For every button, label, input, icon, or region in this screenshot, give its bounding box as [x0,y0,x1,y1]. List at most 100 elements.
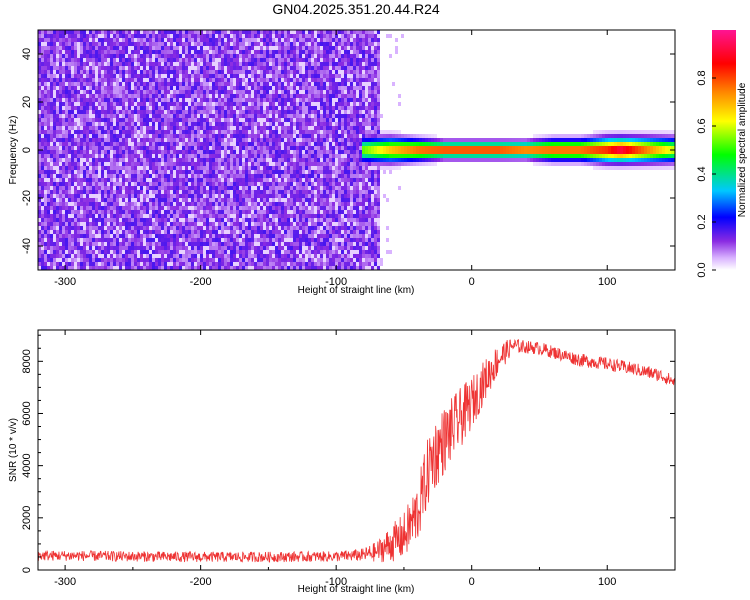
heatmap-cell [140,258,143,262]
heatmap-cell [230,50,233,54]
heatmap-cell [239,34,242,38]
heatmap-cell [194,138,197,142]
heatmap-cell [38,218,41,222]
heatmap-cell [269,166,272,170]
heatmap-cell [62,262,65,266]
heatmap-cell [65,130,68,134]
heatmap-cell [245,186,248,190]
heatmap-cell [116,122,119,126]
heatmap-cell [158,30,161,34]
heatmap-cell [272,34,275,38]
heatmap-cell [89,110,92,114]
heatmap-cell [242,178,245,182]
heatmap-cell [137,206,140,210]
heatmap-cell [170,234,173,238]
heatmap-cell [56,70,59,74]
heatmap-cell [278,58,281,62]
heatmap-cell [269,86,272,90]
heatmap-cell [224,46,227,50]
heatmap-cell [287,66,290,70]
heatmap-cell [239,166,242,170]
heatmap-cell [53,50,56,54]
heatmap-cell [254,102,257,106]
heatmap-cell [236,106,239,110]
heatmap-cell [44,90,47,94]
heatmap-cell [89,118,92,122]
heatmap-cell [275,158,278,162]
heatmap-cell [98,146,101,150]
heatmap-cell [245,130,248,134]
heatmap-cell [248,118,251,122]
heatmap-cell [146,182,149,186]
heatmap-cell [107,134,110,138]
heatmap-cell [125,230,128,234]
heatmap-cell [101,106,104,110]
heatmap-cell [266,146,269,150]
heatmap-cell [161,94,164,98]
heatmap-cell [254,246,257,250]
heatmap-cell [197,126,200,130]
heatmap-cell [167,146,170,150]
heatmap-cell [194,258,197,262]
heatmap-cell [188,58,191,62]
heatmap-cell [62,82,65,86]
heatmap-cell [122,210,125,214]
heatmap-cell [263,78,266,82]
heatmap-cell [197,98,200,102]
heatmap-cell [50,238,53,242]
heatmap-cell [119,178,122,182]
heatmap-cell [161,222,164,226]
heatmap-cell [65,178,68,182]
heatmap-cell [203,238,206,242]
heatmap-cell [179,42,182,46]
heatmap-cell [170,122,173,126]
heatmap-cell [212,38,215,42]
heatmap-cell [143,90,146,94]
heatmap-cell [128,242,131,246]
heatmap-cell [101,142,104,146]
heatmap-cell [239,182,242,186]
heatmap-cell [284,86,287,90]
heatmap-cell [134,162,137,166]
heatmap-cell [227,66,230,70]
heatmap-cell [56,242,59,246]
heatmap-cell [128,90,131,94]
heatmap-cell [83,86,86,90]
heatmap-cell [110,166,113,170]
heatmap-cell [206,246,209,250]
heatmap-cell [197,210,200,214]
heatmap-cell [236,226,239,230]
heatmap-cell [218,66,221,70]
heatmap-cell [74,226,77,230]
heatmap-cell [182,146,185,150]
heatmap-cell [101,250,104,254]
heatmap-cell [176,238,179,242]
heatmap-cell [233,194,236,198]
heatmap-cell [194,214,197,218]
heatmap-cell [107,166,110,170]
heatmap-cell [110,70,113,74]
heatmap-cell [275,166,278,170]
heatmap-cell [119,198,122,202]
heatmap-cell [260,38,263,42]
heatmap-cell [278,70,281,74]
heatmap-cell [59,178,62,182]
heatmap-cell [194,222,197,226]
spectrogram-cells [38,30,675,270]
heatmap-cell [59,106,62,110]
heatmap-cell [134,126,137,130]
heatmap-cell [209,190,212,194]
heatmap-cell [50,158,53,162]
heatmap-cell [44,162,47,166]
heatmap-cell [80,90,83,94]
heatmap-cell [215,158,218,162]
heatmap-cell [206,242,209,246]
heatmap-cell [128,150,131,154]
heatmap-cell [206,98,209,102]
heatmap-cell [158,230,161,234]
heatmap-cell [194,122,197,126]
heatmap-cell [167,202,170,206]
heatmap-cell [74,254,77,258]
heatmap-cell [242,174,245,178]
heatmap-cell [98,34,101,38]
